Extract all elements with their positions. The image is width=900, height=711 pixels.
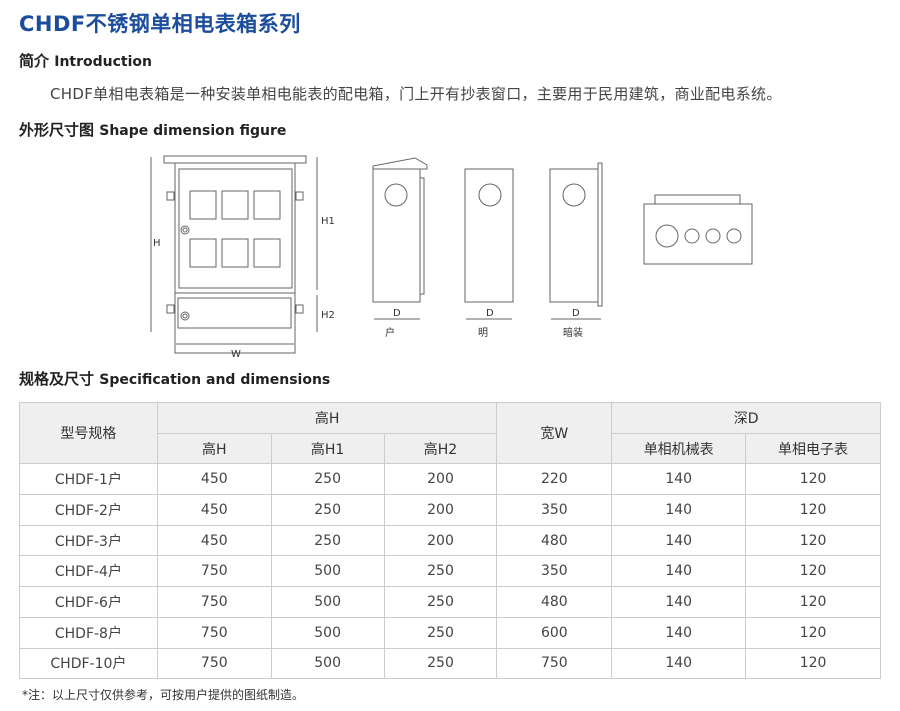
table-cell: 120 — [745, 463, 881, 496]
table-row: CHDF-8户 750 500 250 600 140 120 — [19, 616, 881, 649]
col-mech: 单相机械表 — [611, 432, 747, 465]
view-label: 明 — [478, 327, 488, 339]
table-cell: 140 — [611, 647, 747, 680]
table-cell: 500 — [270, 616, 385, 649]
intro-heading: 简介 Introduction — [19, 50, 152, 71]
col-depth-group: 深D — [611, 402, 881, 434]
table-cell: CHDF-6户 — [19, 586, 158, 618]
col-width: 宽W — [496, 401, 613, 465]
table-cell: 140 — [611, 524, 747, 557]
table-cell: 250 — [383, 555, 498, 588]
table-cell: 140 — [611, 586, 747, 618]
label-d: D — [486, 308, 494, 319]
table-header-row: 型号规格 高H 宽W 深D — [19, 401, 881, 465]
col-h1: 高H1 — [270, 432, 385, 465]
table-cell: 750 — [156, 586, 272, 618]
table-cell: 250 — [383, 586, 498, 618]
shape-dimension-figure: H H1 H2 W D D D 户 明 暗装 — [150, 155, 753, 360]
spec-table: 型号规格 高H 宽W 深D 高H 高H1 高H2 单相机械表 单相电子表 CHD… — [19, 401, 881, 680]
table-cell: 750 — [156, 555, 272, 588]
footnote: *注：以上尺寸仅供参考，可按用户提供的图纸制造。 — [22, 688, 305, 702]
table-cell: 120 — [745, 586, 881, 618]
table-cell: 220 — [496, 463, 613, 496]
col-model: 型号规格 — [19, 401, 158, 465]
table-cell: 200 — [383, 494, 498, 526]
table-cell: 600 — [496, 616, 613, 649]
table-cell: 120 — [745, 616, 881, 649]
col-h2: 高H2 — [383, 432, 498, 465]
table-cell: 140 — [611, 463, 747, 496]
table-cell: 200 — [383, 524, 498, 557]
table-cell: 750 — [156, 616, 272, 649]
table-cell: CHDF-8户 — [19, 616, 158, 649]
table-cell: 120 — [745, 647, 881, 680]
table-cell: 500 — [270, 586, 385, 618]
table-cell: 350 — [496, 555, 613, 588]
label-h1: H1 — [321, 216, 335, 227]
table-cell: 500 — [270, 555, 385, 588]
label-d: D — [572, 308, 580, 319]
table-cell: 140 — [611, 494, 747, 526]
table-cell: 450 — [156, 494, 272, 526]
table-cell: 140 — [611, 555, 747, 588]
table-cell: 350 — [496, 494, 613, 526]
view-label: 暗装 — [563, 326, 583, 339]
table-row: CHDF-10户 750 500 250 750 140 120 — [19, 647, 881, 680]
table-cell: 250 — [270, 524, 385, 557]
col-height-group: 高H — [156, 402, 498, 434]
table-row: CHDF-1户 450 250 200 220 140 120 — [19, 463, 881, 496]
intro-heading-en: Introduction — [54, 54, 153, 70]
table-cell: 140 — [611, 616, 747, 649]
table-cell: 200 — [383, 463, 498, 496]
front-view — [150, 155, 318, 354]
table-cell: 450 — [156, 463, 272, 496]
label-w: W — [231, 349, 241, 360]
table-row: CHDF-6户 750 500 250 480 140 120 — [19, 586, 881, 618]
table-cell: 120 — [745, 524, 881, 557]
bottom-view — [643, 194, 753, 265]
table-cell: 750 — [156, 647, 272, 680]
col-elec: 单相电子表 — [745, 432, 881, 465]
table-cell: CHDF-4户 — [19, 555, 158, 588]
page-title: CHDF不锈钢单相电表箱系列 — [19, 12, 301, 36]
table-cell: 120 — [745, 555, 881, 588]
table-cell: 450 — [156, 524, 272, 557]
table-cell: 750 — [496, 647, 613, 680]
table-row: CHDF-3户 450 250 200 480 140 120 — [19, 524, 881, 557]
intro-heading-cn: 简介 — [19, 52, 50, 70]
spec-heading-en: Specification and dimensions — [99, 372, 331, 388]
table-cell: 480 — [496, 586, 613, 618]
label-d: D — [393, 308, 401, 319]
label-h: H — [153, 238, 161, 249]
figure-heading: 外形尺寸图 Shape dimension figure — [19, 119, 286, 140]
table-header-row: 高H 高H1 高H2 单相机械表 单相电子表 — [20, 432, 881, 465]
spec-heading: 规格及尺寸 Specification and dimensions — [19, 368, 330, 389]
table-cell: CHDF-2户 — [19, 494, 158, 526]
figure-heading-cn: 外形尺寸图 — [19, 121, 95, 139]
col-h: 高H — [156, 432, 272, 465]
table-cell: 250 — [270, 463, 385, 496]
table-cell: CHDF-10户 — [19, 647, 158, 680]
side-view-surface — [464, 168, 514, 320]
intro-text: CHDF单相电表箱是一种安装单相电能表的配电箱，门上开有抄表窗口，主要用于民用建… — [50, 85, 782, 103]
table-cell: 250 — [270, 494, 385, 526]
table-cell: CHDF-1户 — [19, 463, 158, 496]
figure-heading-en: Shape dimension figure — [99, 123, 287, 139]
table-row: CHDF-4户 750 500 250 350 140 120 — [19, 555, 881, 588]
label-h2: H2 — [321, 310, 335, 321]
table-cell: 120 — [745, 494, 881, 526]
view-label: 户 — [385, 326, 395, 339]
side-view-outdoor — [372, 157, 428, 320]
table-row: CHDF-2户 450 250 200 350 140 120 — [19, 494, 881, 526]
table-cell: 250 — [383, 616, 498, 649]
table-cell: 500 — [270, 647, 385, 680]
table-cell: 250 — [383, 647, 498, 680]
table-cell: 480 — [496, 524, 613, 557]
spec-heading-cn: 规格及尺寸 — [19, 370, 95, 388]
table-cell: CHDF-3户 — [19, 524, 158, 557]
side-view-flush — [549, 162, 603, 320]
